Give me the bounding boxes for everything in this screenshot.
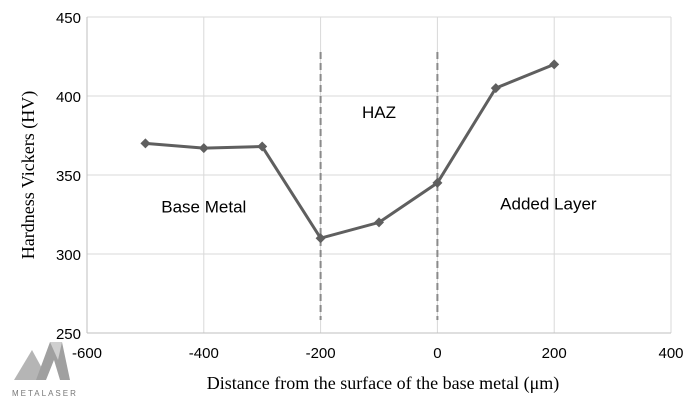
region-annotation: HAZ xyxy=(362,103,396,122)
y-tick-label: 350 xyxy=(56,168,81,185)
data-point-marker xyxy=(140,138,151,149)
y-axis-label: Hardness Vickers (HV) xyxy=(18,91,39,260)
metalaser-logo: METALASER xyxy=(12,342,78,398)
x-tick-label: 0 xyxy=(433,345,441,362)
x-tick-label: -200 xyxy=(306,345,336,362)
data-point-marker xyxy=(315,233,326,244)
region-annotation: Base Metal xyxy=(161,198,246,217)
x-tick-label: -600 xyxy=(72,345,102,362)
y-tick-label: 300 xyxy=(56,247,81,264)
y-tick-label: 250 xyxy=(56,326,81,343)
data-point-marker xyxy=(549,59,560,70)
x-axis-label: Distance from the surface of the base me… xyxy=(207,373,560,394)
data-point-marker xyxy=(490,83,501,94)
x-tick-label: -400 xyxy=(189,345,219,362)
logo-text: METALASER xyxy=(12,389,78,398)
y-tick-label: 400 xyxy=(56,89,81,106)
data-point-marker xyxy=(198,143,209,154)
x-tick-label: 400 xyxy=(658,345,683,362)
data-point-marker xyxy=(432,177,443,188)
data-point-marker xyxy=(374,217,384,228)
series-line xyxy=(145,63,555,240)
y-tick-label: 450 xyxy=(56,10,81,27)
data-point-marker xyxy=(257,141,268,152)
x-tick-label: 200 xyxy=(542,345,567,362)
region-annotation: Added Layer xyxy=(500,194,597,213)
